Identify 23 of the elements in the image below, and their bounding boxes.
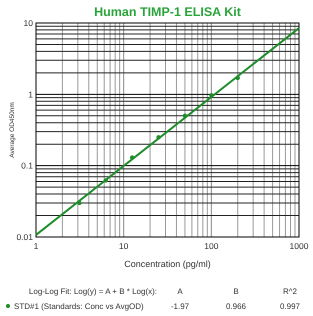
x-axis-title: Concentration (pg/ml): [124, 259, 211, 269]
x-tick-label: 100: [204, 241, 219, 251]
point: [130, 155, 134, 160]
text: R^2: [283, 287, 298, 296]
x-tick-label: 10: [118, 241, 129, 251]
chart-title: Human TIMP-1 ELISA Kit: [94, 5, 242, 19]
x-tick-label: 1000: [290, 241, 309, 251]
point: [104, 178, 108, 183]
point: [77, 200, 82, 206]
legend-label: STD#1 (Standards: Conc vs AvgOD): [14, 302, 144, 311]
point: [236, 76, 240, 80]
y-tick-label: 10: [24, 18, 34, 28]
text: -1.97: [170, 302, 190, 311]
point: [209, 93, 214, 98]
text: 0.966: [226, 302, 247, 311]
text: Log-Log Fit: Log(y) = A + B * Log(x):: [28, 287, 157, 296]
text: 0.997: [280, 302, 301, 311]
point: [156, 135, 161, 140]
text: B: [233, 287, 239, 296]
text: A: [177, 287, 184, 296]
y-tick-label: 0.1: [21, 160, 34, 171]
y-tick-label: 0.01: [16, 232, 34, 242]
y-tick-label: 1: [28, 89, 34, 100]
